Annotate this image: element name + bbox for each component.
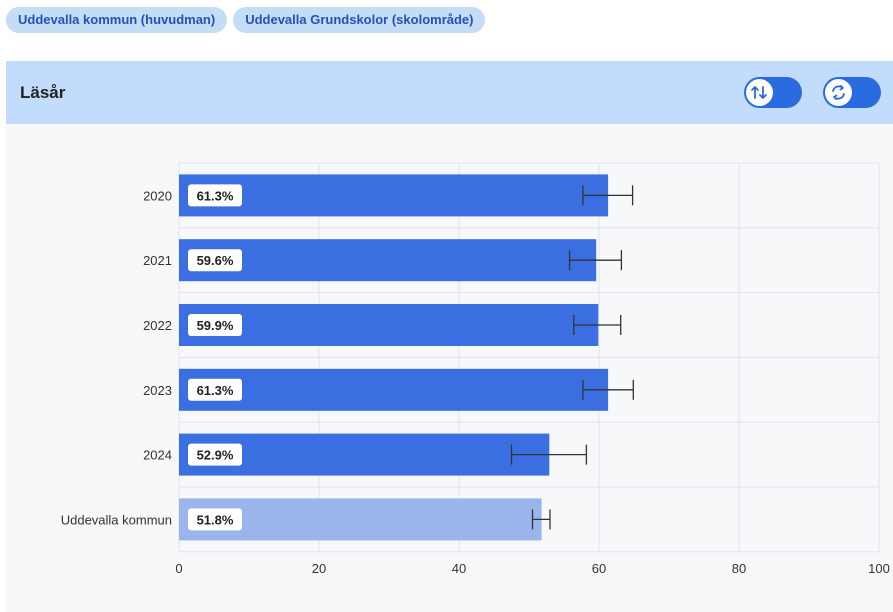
category-label: 2021 <box>143 253 172 268</box>
sort-icon <box>746 79 773 106</box>
value-label-box <box>188 508 242 531</box>
x-tick-label: 40 <box>452 561 466 576</box>
value-label: 59.9% <box>197 318 234 333</box>
value-label: 61.3% <box>197 188 234 203</box>
category-label: 2023 <box>143 383 172 398</box>
tag-huvudman[interactable]: Uddevalla kommun (huvudman) <box>6 7 228 33</box>
panel-title: Läsår <box>20 83 66 102</box>
x-tick-label: 100 <box>868 561 890 576</box>
bar <box>179 368 609 411</box>
category-label: 2024 <box>143 448 172 463</box>
value-label: 51.8% <box>197 512 234 527</box>
swap-toggle[interactable] <box>823 77 881 108</box>
category-label: 2022 <box>143 318 172 333</box>
panel-header: Läsår <box>6 61 893 124</box>
value-label-box <box>188 249 242 272</box>
x-tick-label: 60 <box>592 561 606 576</box>
category-label: 2020 <box>143 188 172 203</box>
tag-skolomrade[interactable]: Uddevalla Grundskolor (skolområde) <box>233 7 486 33</box>
bar <box>179 239 597 282</box>
bar <box>179 174 609 217</box>
sort-toggle[interactable] <box>744 77 802 108</box>
value-label: 52.9% <box>197 448 234 463</box>
value-label: 59.6% <box>197 253 234 268</box>
swap-icon <box>825 79 852 106</box>
x-tick-label: 80 <box>732 561 746 576</box>
value-label-box <box>188 443 242 466</box>
x-tick-label: 20 <box>312 561 326 576</box>
filter-tags: Uddevalla kommun (huvudman) Uddevalla Gr… <box>6 7 486 33</box>
value-label-box <box>188 184 242 207</box>
bar <box>179 304 599 346</box>
value-label-box <box>188 314 242 336</box>
category-label: Uddevalla kommun <box>61 512 172 527</box>
x-tick-label: 0 <box>175 561 182 576</box>
value-label-box <box>188 378 242 401</box>
value-label: 61.3% <box>197 383 234 398</box>
